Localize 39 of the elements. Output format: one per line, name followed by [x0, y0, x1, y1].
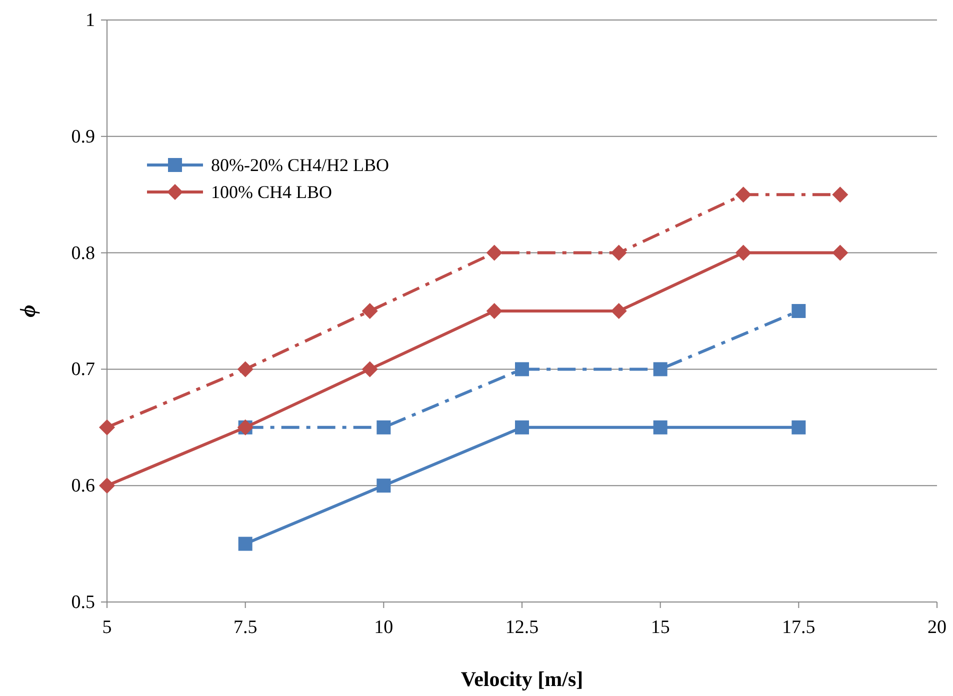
point	[832, 186, 848, 203]
point	[376, 478, 391, 493]
x-tick-label: 20	[928, 617, 946, 638]
y-tick-label: 0.5	[71, 592, 95, 613]
x-tick-label: 12.5	[505, 617, 539, 638]
y-axis-title: ϕ	[15, 304, 40, 318]
x-tick-label: 5	[102, 617, 112, 638]
legend-label: 100% CH4 LBO	[211, 182, 332, 202]
x-axis-title: Velocity [m/s]	[460, 667, 584, 691]
point	[610, 244, 627, 261]
y-tick-label: 0.9	[71, 126, 95, 148]
point	[99, 419, 115, 436]
legend-label: 80%-20% CH4/H2 LBO	[211, 155, 389, 175]
point	[99, 478, 115, 494]
point	[515, 420, 529, 434]
point	[610, 303, 627, 319]
point	[362, 303, 378, 319]
y-tick-label: 0.8	[71, 242, 95, 264]
point	[486, 303, 502, 319]
point	[238, 536, 252, 551]
point	[792, 304, 806, 318]
x-tick-label: 7.5	[233, 617, 258, 638]
x-tick-label: 17.5	[782, 617, 816, 638]
y-tick-label: 0.7	[71, 359, 95, 380]
point	[237, 361, 254, 378]
point	[735, 244, 752, 261]
point	[653, 362, 668, 376]
point	[735, 186, 752, 203]
y-tick-label: 1	[86, 10, 95, 31]
point	[653, 420, 668, 434]
point	[792, 420, 806, 434]
point	[362, 361, 378, 378]
x-tick-label: 10	[374, 617, 394, 638]
point	[376, 420, 391, 434]
point	[832, 244, 848, 261]
y-tick-label: 0.6	[71, 476, 95, 497]
point	[515, 362, 529, 376]
point	[486, 244, 502, 261]
x-tick-label: 15	[650, 617, 670, 638]
